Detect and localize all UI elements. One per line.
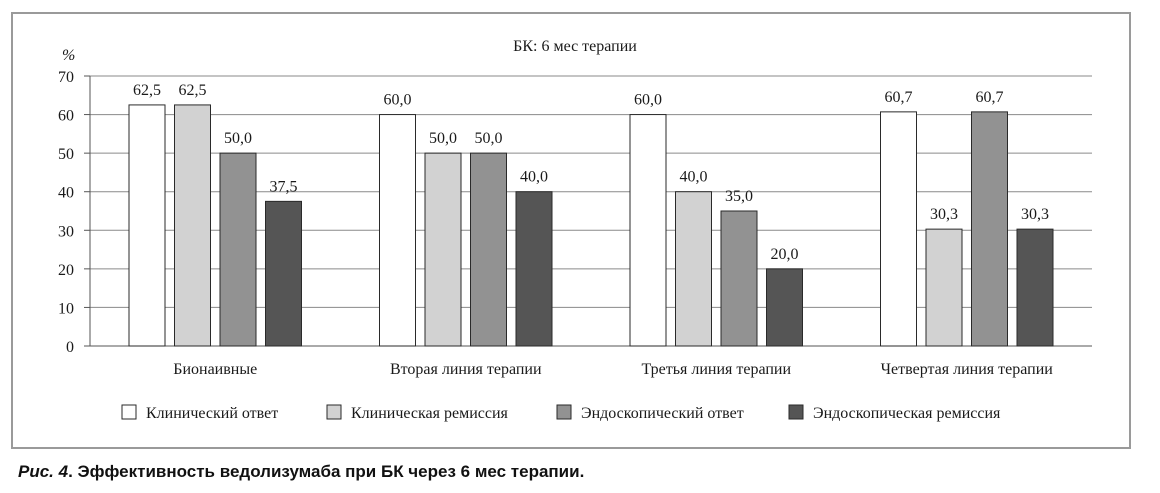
legend-swatch xyxy=(788,404,804,420)
bar xyxy=(925,228,963,347)
data-label: 35,0 xyxy=(725,188,753,205)
legend-swatch xyxy=(121,404,137,420)
data-label: 60,0 xyxy=(634,92,662,109)
data-label: 60,7 xyxy=(885,89,913,106)
y-tick-label: 0 xyxy=(66,339,74,356)
bar xyxy=(174,104,211,347)
bar xyxy=(766,268,803,347)
data-label: 60,0 xyxy=(384,92,412,109)
y-tick-label: 40 xyxy=(58,185,74,202)
bar xyxy=(720,210,758,347)
y-tick-label: 50 xyxy=(58,146,74,163)
figure-caption: Рис. 4. Эффективность ведолизумаба при Б… xyxy=(18,462,584,482)
bar xyxy=(424,152,462,347)
x-tick-label: Вторая линия терапии xyxy=(390,361,542,378)
x-tick-label: Четвертая линия терапии xyxy=(881,361,1054,378)
y-tick-label: 30 xyxy=(58,223,74,240)
legend-swatch xyxy=(326,404,342,420)
x-tick-label: Бионаивные xyxy=(173,361,257,378)
bar xyxy=(219,152,257,347)
bar xyxy=(379,114,416,347)
caption-number: Рис. 4 xyxy=(18,462,69,481)
bar xyxy=(675,191,712,347)
data-label: 62,5 xyxy=(179,82,207,99)
data-label: 30,3 xyxy=(1021,206,1049,223)
data-label: 37,5 xyxy=(270,178,298,195)
bar xyxy=(265,200,302,347)
bar xyxy=(128,104,166,347)
data-label: 20,0 xyxy=(771,246,799,263)
bar xyxy=(880,111,917,347)
bar xyxy=(629,114,667,347)
data-label: 50,0 xyxy=(475,130,503,147)
y-axis-label: % xyxy=(62,47,75,64)
data-label: 50,0 xyxy=(429,130,457,147)
x-tick-label: Третья линия терапии xyxy=(641,361,791,378)
data-label: 40,0 xyxy=(680,169,708,186)
data-label: 62,5 xyxy=(133,82,161,99)
legend-label: Клинический ответ xyxy=(146,405,278,422)
data-label: 40,0 xyxy=(520,169,548,186)
legend-swatch xyxy=(556,404,572,420)
y-tick-label: 70 xyxy=(58,69,74,86)
bar xyxy=(470,152,507,347)
bar xyxy=(971,111,1008,347)
data-label: 60,7 xyxy=(976,89,1004,106)
legend-label: Эндоскопическая ремиссия xyxy=(813,405,1001,422)
caption-text: . Эффективность ведолизумаба при БК чере… xyxy=(68,462,585,481)
bar xyxy=(1016,228,1054,347)
y-tick-label: 20 xyxy=(58,262,74,279)
data-label: 50,0 xyxy=(224,130,252,147)
legend-label: Эндоскопический ответ xyxy=(581,405,744,422)
y-tick-label: 10 xyxy=(58,300,74,317)
chart-title: БК: 6 мес терапии xyxy=(513,38,637,55)
y-tick-label: 60 xyxy=(58,108,74,125)
bar-chart: БК: 6 мес терапии% 0 10 20 30 40 50 60 70 62,5 62,… xyxy=(58,38,1092,422)
legend-label: Клиническая ремиссия xyxy=(351,405,509,422)
bar xyxy=(515,191,553,347)
data-label: 30,3 xyxy=(930,206,958,223)
